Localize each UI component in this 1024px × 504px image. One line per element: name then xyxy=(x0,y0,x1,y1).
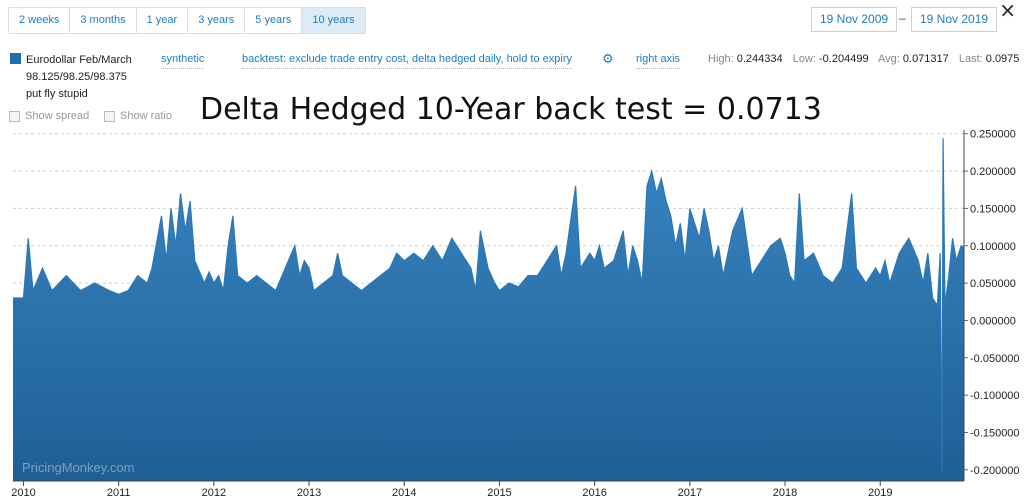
checkbox-box xyxy=(9,110,20,122)
x-tick-label: 2018 xyxy=(773,487,797,499)
date-to-input[interactable]: 19 Nov 2019 xyxy=(911,7,998,32)
y-tick-label: 0.050000 xyxy=(970,278,1016,290)
range-5-years-button[interactable]: 5 years xyxy=(245,8,303,33)
y-tick-label: 0.200000 xyxy=(970,166,1016,178)
series-line xyxy=(13,138,965,473)
y-tick-label: -0.100000 xyxy=(970,390,1020,402)
legend-name-line3: put fly stupid xyxy=(26,88,88,100)
legend-name-line2: 98.125/98.25/98.375 xyxy=(26,71,127,83)
show-ratio-checkbox[interactable]: Show ratio xyxy=(104,110,172,122)
show-ratio-label: Show ratio xyxy=(120,110,172,122)
legend-swatch xyxy=(10,53,21,64)
low-value: -0.204499 xyxy=(819,53,869,65)
y-tick-label: 0.250000 xyxy=(970,129,1016,141)
date-from-input[interactable]: 19 Nov 2009 xyxy=(811,7,898,32)
x-tick-label: 2012 xyxy=(202,487,226,499)
y-tick-label: 0.150000 xyxy=(970,203,1016,215)
gear-icon[interactable]: ⚙ xyxy=(602,51,614,66)
range-1-year-button[interactable]: 1 year xyxy=(137,8,189,33)
x-tick-label: 2017 xyxy=(678,487,702,499)
series-area xyxy=(13,138,965,481)
x-tick-label: 2019 xyxy=(868,487,892,499)
y-tick-label: 0.100000 xyxy=(970,241,1016,253)
range-3-years-button[interactable]: 3 years xyxy=(188,8,246,33)
last-value: 0.0975 xyxy=(985,53,1020,65)
range-10-years-button[interactable]: 10 years xyxy=(302,8,365,33)
x-tick-label: 2010 xyxy=(11,487,35,499)
annotation-title: Delta Hedged 10-Year back test = 0.0713 xyxy=(200,92,822,127)
axes: 0.250000 0.200000 0.150000 0.100000 0.050000… xyxy=(11,129,1019,499)
close-icon[interactable]: × xyxy=(999,0,1016,22)
show-spread-checkbox[interactable]: Show spread xyxy=(9,110,89,122)
x-tick-label: 2015 xyxy=(487,487,511,499)
synthetic-option[interactable]: synthetic xyxy=(161,53,205,69)
low-label: Low: xyxy=(792,53,816,65)
range-3-months-button[interactable]: 3 months xyxy=(70,8,137,33)
y-tick-label: -0.050000 xyxy=(970,353,1020,365)
avg-value: 0.071317 xyxy=(902,53,949,65)
watermark: PricingMonkey.com xyxy=(22,460,134,475)
y-tick-label: 0.000000 xyxy=(970,315,1016,327)
series-stats: High: 0.244334 Low: -0.204499 Avg: 0.071… xyxy=(708,53,1024,65)
y-tick-label: -0.200000 xyxy=(970,465,1020,477)
range-2-weeks-button[interactable]: 2 weeks xyxy=(9,8,71,33)
range-selector: 2 weeks 3 months 1 year 3 years 5 years … xyxy=(8,7,366,34)
series-area-fill xyxy=(13,138,964,481)
x-tick-label: 2011 xyxy=(107,487,131,499)
high-label: High: xyxy=(708,53,734,65)
backtest-option[interactable]: backtest: exclude trade entry cost, delt… xyxy=(242,53,572,69)
right-axis-option[interactable]: right axis xyxy=(636,53,681,69)
last-label: Last: xyxy=(958,53,983,65)
x-tick-label: 2016 xyxy=(582,487,606,499)
high-value: 0.244334 xyxy=(736,53,783,65)
legend-name-line1: Eurodollar Feb/March xyxy=(26,54,132,66)
avg-label: Avg: xyxy=(878,53,900,65)
legend-label: Eurodollar Feb/March 98.125/98.25/98.375… xyxy=(26,52,132,103)
x-tick-label: 2013 xyxy=(297,487,321,499)
checkbox-box xyxy=(104,110,115,122)
y-tick-label: -0.150000 xyxy=(970,427,1020,439)
date-separator: – xyxy=(899,11,906,25)
x-tick-label: 2014 xyxy=(392,487,416,499)
show-spread-label: Show spread xyxy=(25,110,90,122)
